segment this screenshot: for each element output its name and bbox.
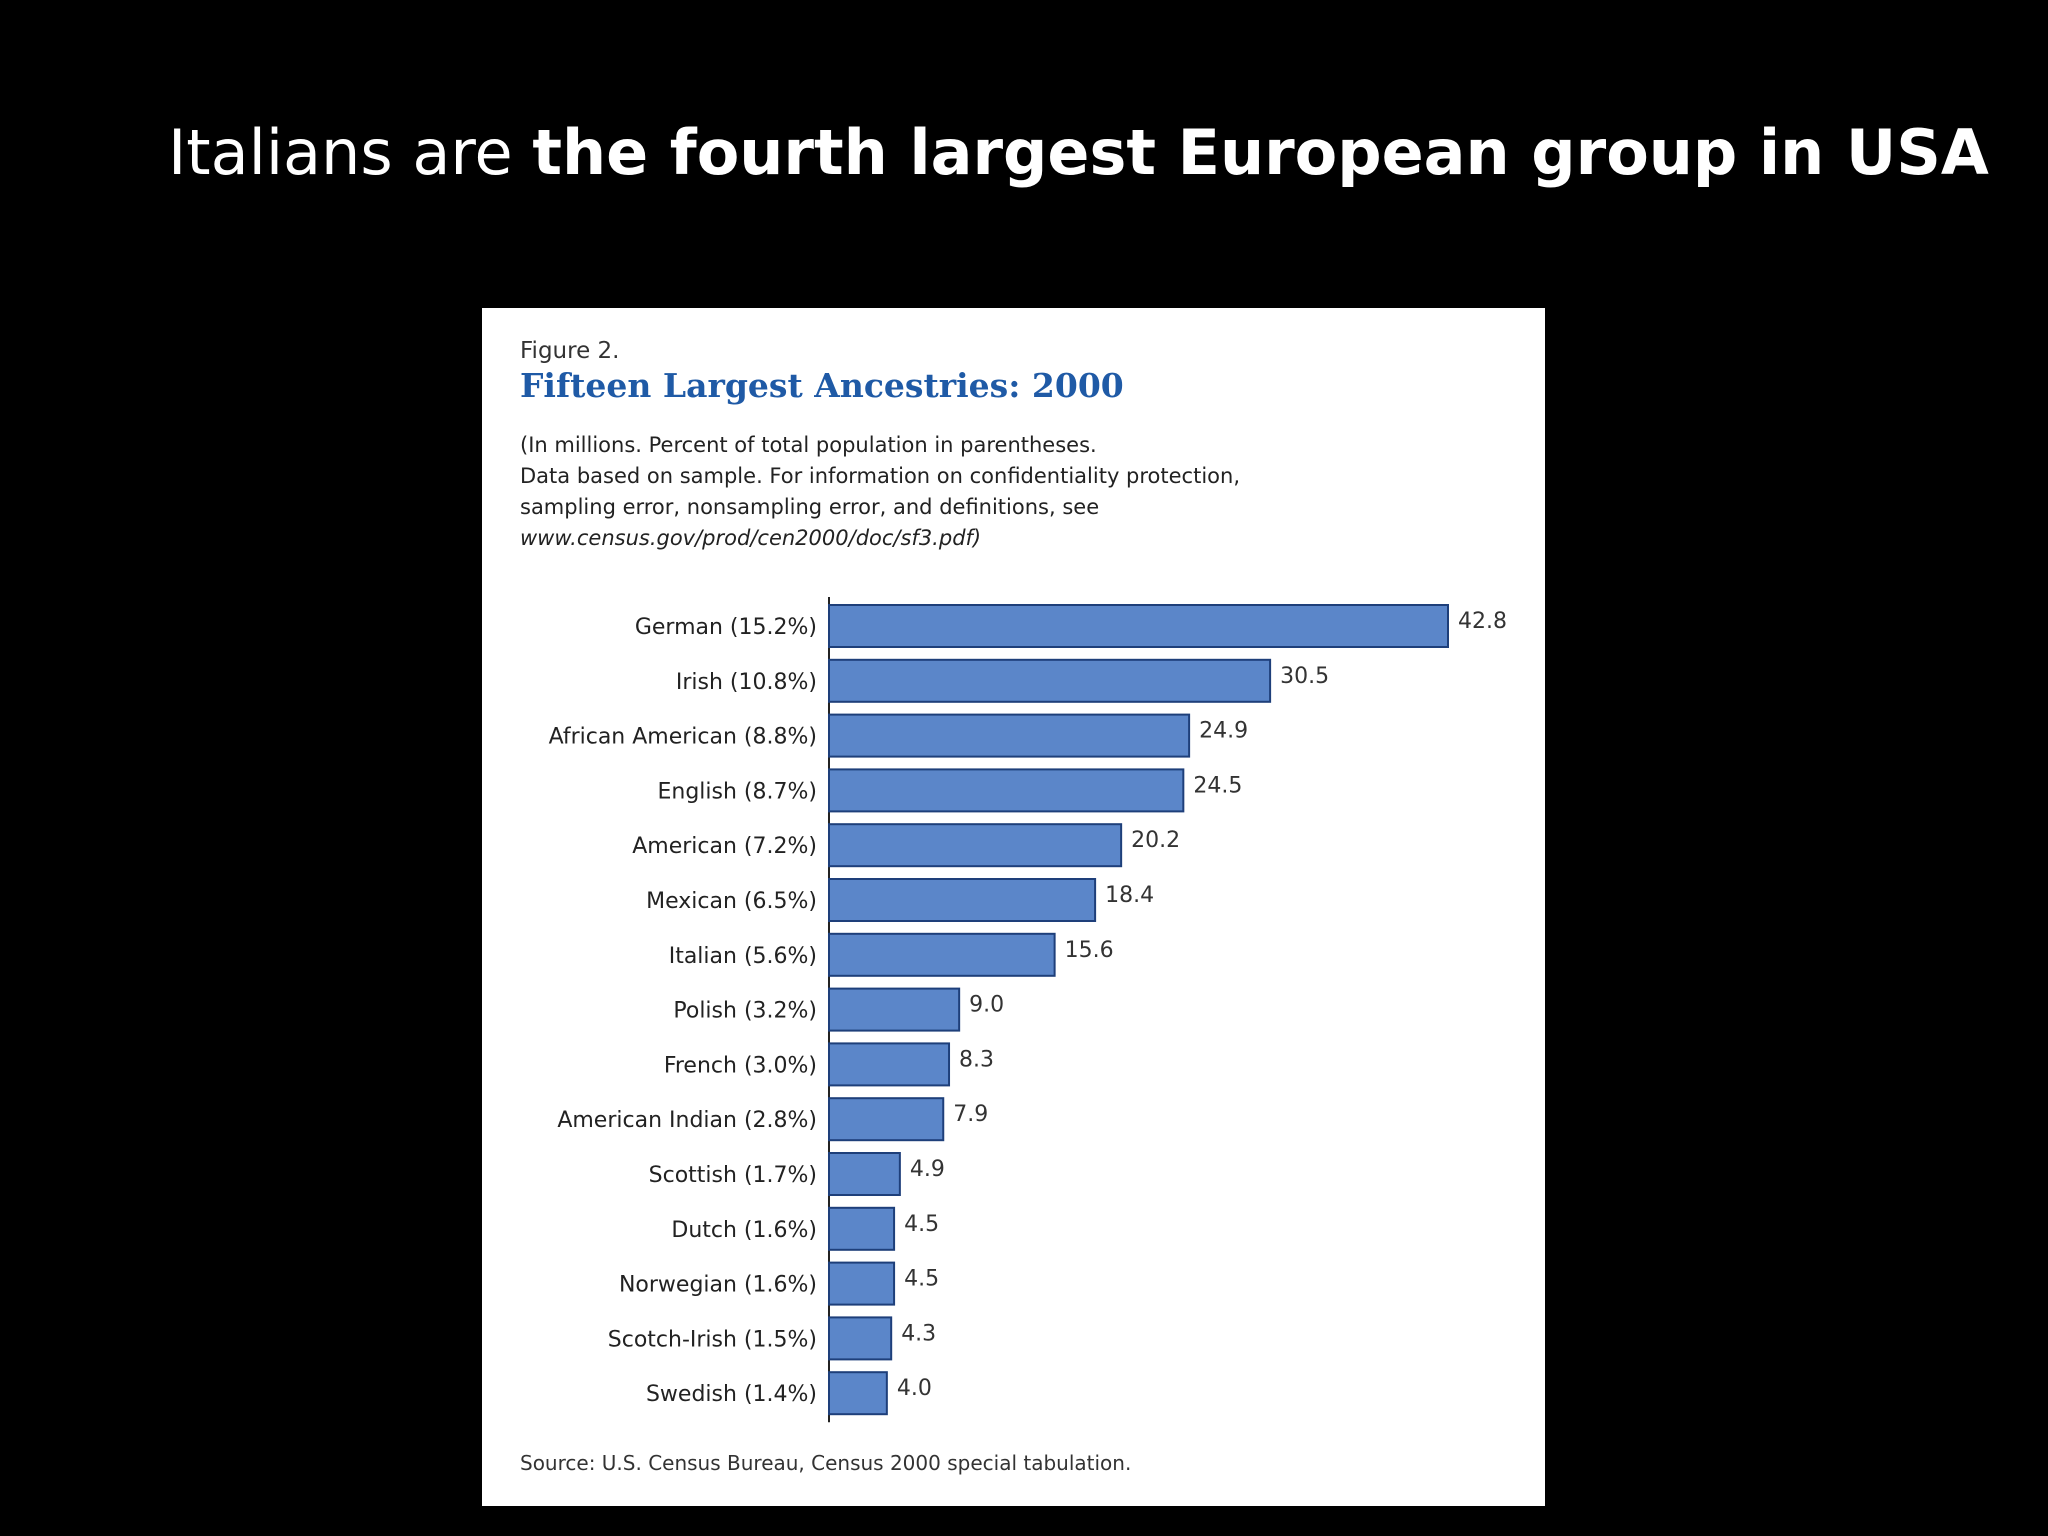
category-label: Polish (3.2%) [673,999,817,1024]
slide-title-bold: the fourth largest European group in USA [532,116,1989,189]
figure-note-line: sampling error, nonsampling error, and d… [520,495,1100,519]
figure-notes: (In millions. Percent of total populatio… [520,430,1240,554]
category-label: Mexican (6.5%) [646,889,817,914]
bar [828,1261,896,1306]
bar [828,713,1191,758]
value-label: 9.0 [969,993,1004,1018]
value-label: 24.5 [1193,773,1242,798]
figure-label: Figure 2. [520,338,620,364]
value-label: 20.2 [1131,828,1180,853]
chart-title: Fifteen Largest Ancestries: 2000 [520,366,1124,405]
bar [828,823,1123,868]
bar [828,1152,901,1196]
value-label: 4.0 [897,1376,932,1401]
value-label: 15.6 [1065,938,1114,963]
category-label: Swedish (1.4%) [646,1382,817,1407]
category-label: American Indian (2.8%) [557,1108,817,1133]
bar [828,878,1097,922]
figure-source: Source: U.S. Census Bureau, Census 2000 … [520,1451,1132,1475]
value-label: 4.9 [910,1157,945,1182]
bar [828,604,1449,648]
bar [828,987,961,1032]
category-label: German (15.2%) [635,615,817,640]
value-label: 30.5 [1280,664,1329,689]
value-label: 4.5 [904,1267,939,1292]
category-label: English (8.7%) [658,779,818,804]
category-label: American (7.2%) [632,834,817,859]
figure-note-line: (In millions. Percent of total populatio… [520,433,1097,457]
category-label: Italian (5.6%) [669,944,817,969]
category-label: French (3.0%) [664,1053,817,1078]
value-label: 4.3 [901,1321,936,1346]
value-label: 4.5 [904,1212,939,1237]
bar-chart: German (15.2%) 42.8 Irish (10.8%) 30.5 Afric… [549,597,1507,1423]
figure-panel: Figure 2. Fifteen Largest Ancestries: 20… [482,308,1545,1506]
category-label: Irish (10.8%) [676,670,817,695]
bar [828,932,1056,977]
slide-title: Italians are the fourth largest European… [168,110,1989,196]
bar [828,658,1272,703]
figure-note-line: Data based on sample. For information on… [520,464,1240,488]
category-label: African American (8.8%) [549,725,817,750]
bar [828,768,1185,813]
slide-title-normal: Italians are [168,116,533,189]
category-label: Scottish (1.7%) [649,1163,817,1188]
category-label: Scotch-Irish (1.5%) [608,1327,817,1352]
category-label: Norwegian (1.6%) [619,1273,817,1298]
value-label: 8.3 [959,1047,994,1072]
value-label: 7.9 [953,1102,988,1127]
figure-note-url: www.census.gov/prod/cen2000/doc/sf3.pdf) [520,526,982,550]
value-label: 24.9 [1199,719,1248,744]
bar [828,1097,945,1142]
value-label: 42.8 [1458,609,1507,634]
bar [828,1316,893,1361]
category-label: Dutch (1.6%) [671,1218,817,1243]
bar [828,1042,951,1087]
bar [828,1371,888,1416]
bar [828,1206,896,1251]
value-label: 18.4 [1105,883,1154,908]
